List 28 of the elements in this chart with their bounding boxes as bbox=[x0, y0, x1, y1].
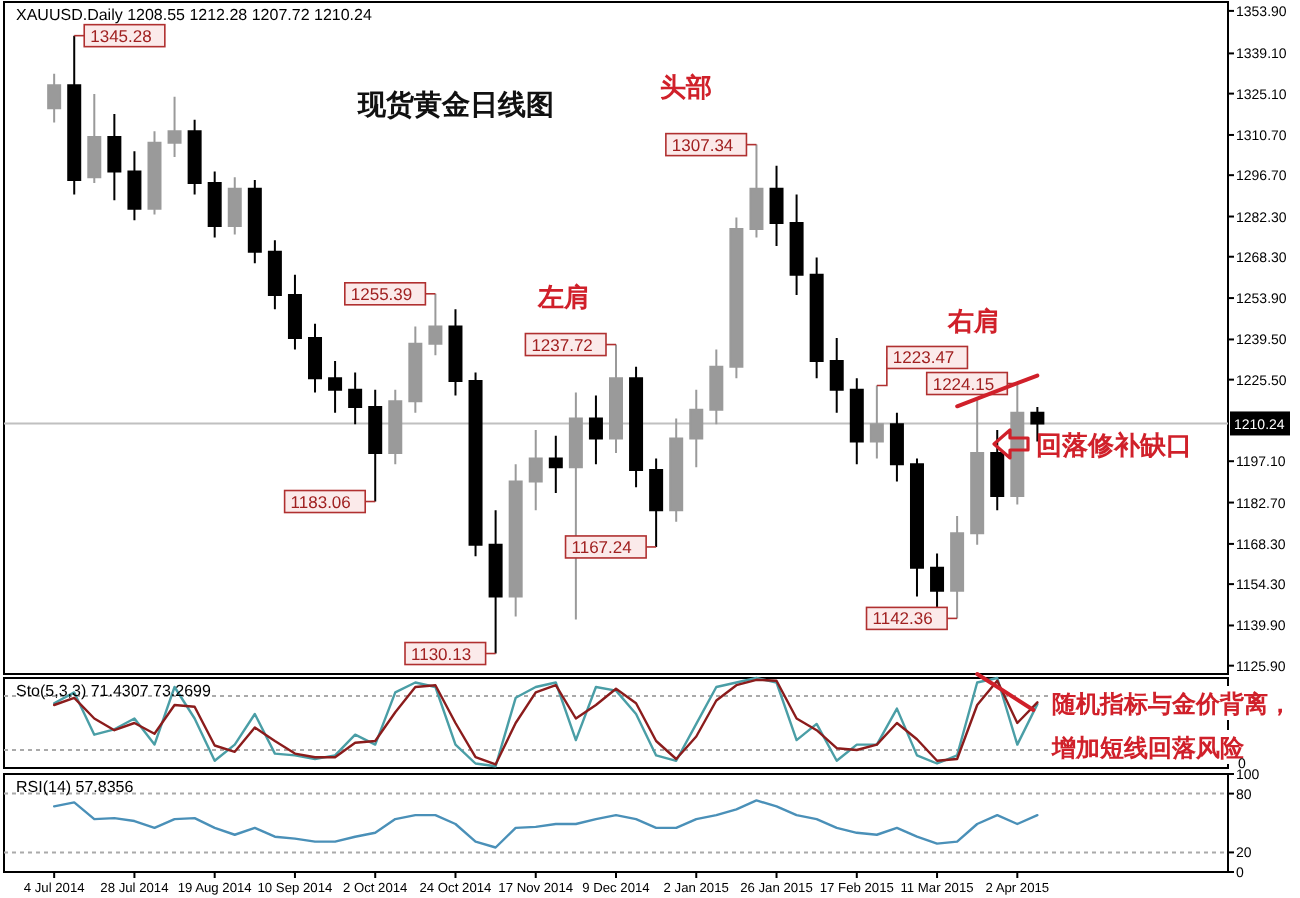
annotation: 1223.47 bbox=[892, 347, 955, 368]
annotation: 回落修补缺口 bbox=[1036, 430, 1192, 460]
price-label: 1255.39 bbox=[344, 282, 437, 306]
annotation: 1142.36 bbox=[872, 608, 934, 629]
price-label: 1167.24 bbox=[564, 535, 657, 559]
annotation: 1345.28 bbox=[90, 25, 153, 46]
price-label: 1307.34 bbox=[665, 132, 758, 157]
annotation: 右肩 bbox=[946, 306, 1000, 336]
annotation: 1307.34 bbox=[671, 134, 734, 155]
annotation: 1224.15 bbox=[932, 373, 995, 394]
annotation: 1237.72 bbox=[531, 334, 594, 355]
price-label: 1345.28 bbox=[73, 23, 166, 48]
text: 现货黄金日线图 bbox=[356, 88, 554, 120]
line-series bbox=[52, 799, 1039, 849]
price-label: 1142.36 bbox=[865, 606, 958, 631]
annotation: 头部 bbox=[660, 72, 712, 102]
price-label: 1183.06 bbox=[283, 489, 376, 514]
chart-title: XAUUSD.Daily 1208.55 1212.28 1207.72 1210.24 bbox=[16, 6, 373, 24]
chart-title: RSI(14) 57.8356 bbox=[16, 778, 135, 796]
annotation: 左肩 bbox=[536, 282, 590, 312]
price-label: 1130.13 bbox=[404, 641, 497, 666]
annotation: 1183.06 bbox=[290, 491, 352, 512]
annotation: 1167.24 bbox=[571, 536, 633, 557]
annotation: 增加短线回落风险 bbox=[1050, 734, 1246, 762]
annotation: 随机指标与金价背离， bbox=[1052, 690, 1292, 718]
annotation: 1255.39 bbox=[350, 283, 413, 304]
price-label: 1237.72 bbox=[524, 332, 617, 357]
annotation: 1130.13 bbox=[411, 643, 472, 664]
